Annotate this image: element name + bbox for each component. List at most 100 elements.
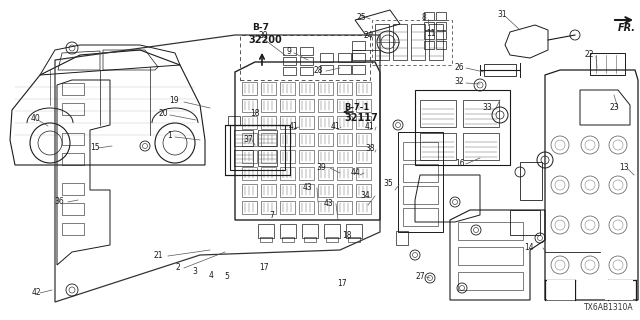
Bar <box>299 82 314 95</box>
Bar <box>318 167 333 180</box>
Bar <box>393 24 407 60</box>
Bar <box>403 164 438 182</box>
Bar <box>436 31 446 39</box>
Text: FR.: FR. <box>618 23 636 33</box>
Bar <box>228 116 240 125</box>
Text: 11: 11 <box>426 29 435 38</box>
Bar <box>398 132 443 232</box>
Bar <box>280 184 295 197</box>
Bar <box>242 184 257 197</box>
Bar <box>403 142 438 160</box>
Bar <box>520 162 542 200</box>
Bar <box>283 67 296 75</box>
Bar <box>372 20 452 65</box>
Text: TX6AB1310A: TX6AB1310A <box>584 303 634 312</box>
Bar <box>261 116 276 129</box>
Bar <box>242 150 257 163</box>
Bar <box>415 90 510 165</box>
Bar <box>242 167 257 180</box>
Bar <box>62 133 84 145</box>
Bar <box>436 41 446 49</box>
Text: 44: 44 <box>350 168 360 177</box>
Bar <box>463 100 499 127</box>
Text: 43: 43 <box>303 183 313 192</box>
Bar <box>337 133 352 146</box>
Bar <box>242 99 257 112</box>
Bar <box>424 22 434 30</box>
Bar <box>300 67 313 75</box>
Bar <box>258 130 277 146</box>
Bar <box>396 231 408 245</box>
Bar <box>356 167 371 180</box>
Bar <box>258 224 274 238</box>
Bar <box>436 12 446 20</box>
Text: 17: 17 <box>259 263 269 272</box>
Bar <box>261 167 276 180</box>
Bar <box>324 224 340 238</box>
Bar <box>304 237 316 242</box>
Bar <box>346 224 362 238</box>
Bar <box>258 150 277 166</box>
Bar <box>62 203 84 215</box>
Bar <box>242 201 257 214</box>
Bar <box>261 133 276 146</box>
Bar <box>318 150 333 163</box>
Bar <box>318 82 333 95</box>
Bar <box>605 280 633 300</box>
Bar <box>403 186 438 204</box>
Bar <box>280 150 295 163</box>
Text: 26: 26 <box>454 63 465 72</box>
Bar <box>326 237 338 242</box>
Bar <box>337 167 352 180</box>
Text: 42: 42 <box>31 288 42 297</box>
Text: 4: 4 <box>209 271 214 280</box>
Bar <box>242 82 257 95</box>
Text: 14: 14 <box>524 244 534 252</box>
Bar <box>463 133 499 160</box>
Bar <box>261 184 276 197</box>
Bar <box>429 24 443 60</box>
Bar <box>300 47 313 55</box>
Bar <box>320 53 333 62</box>
Bar <box>436 22 446 30</box>
Bar <box>403 208 438 226</box>
Text: 43: 43 <box>323 199 333 208</box>
Bar <box>280 133 295 146</box>
Bar <box>62 153 84 165</box>
Text: 32200: 32200 <box>248 35 282 45</box>
Bar <box>234 130 253 146</box>
Text: 36: 36 <box>54 197 64 206</box>
Bar <box>282 237 294 242</box>
Bar <box>337 150 352 163</box>
Bar <box>299 184 314 197</box>
Bar <box>337 184 352 197</box>
Text: 25: 25 <box>356 13 367 22</box>
Text: 41: 41 <box>365 122 375 131</box>
Bar <box>590 53 625 75</box>
Bar <box>338 65 351 74</box>
Bar <box>62 103 84 115</box>
Bar <box>420 100 456 127</box>
Bar <box>261 201 276 214</box>
Bar <box>62 83 84 95</box>
Bar <box>352 65 365 74</box>
Text: 32: 32 <box>454 77 465 86</box>
Text: 2: 2 <box>175 263 180 272</box>
Bar <box>356 150 371 163</box>
Text: 3: 3 <box>193 268 198 276</box>
Bar <box>280 99 295 112</box>
Text: 39: 39 <box>316 164 326 172</box>
Bar <box>458 272 523 290</box>
Text: 21: 21 <box>154 252 163 260</box>
Bar <box>318 201 333 214</box>
Bar <box>484 64 516 76</box>
Bar <box>356 82 371 95</box>
Bar <box>424 41 434 49</box>
Bar <box>230 125 285 170</box>
Text: 31: 31 <box>497 10 508 19</box>
Text: 18: 18 <box>342 231 351 240</box>
Bar <box>299 99 314 112</box>
Bar <box>299 116 314 129</box>
Text: 8: 8 <box>421 13 426 22</box>
Bar <box>338 53 351 62</box>
